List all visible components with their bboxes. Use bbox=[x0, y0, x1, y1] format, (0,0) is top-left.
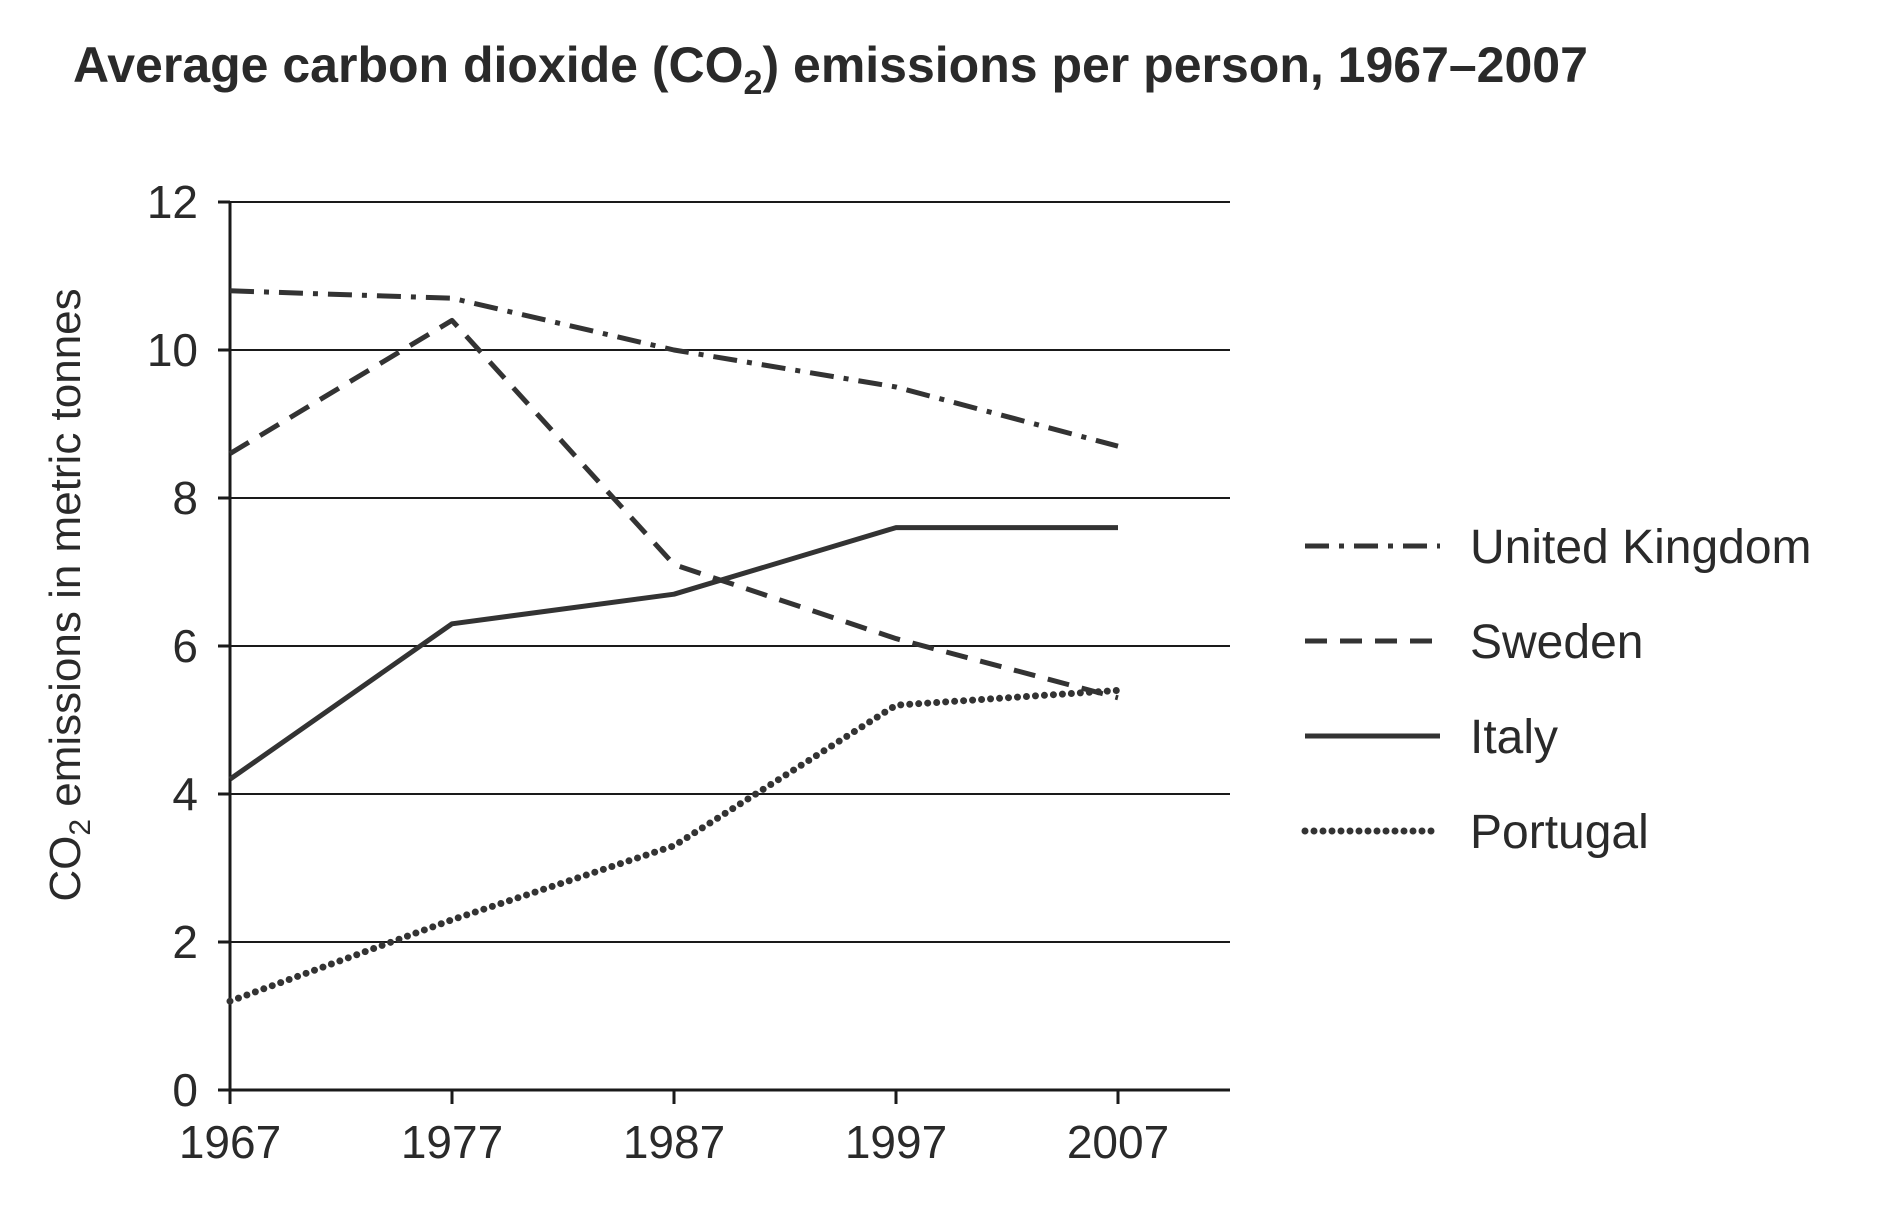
y-tick-label: 10 bbox=[147, 324, 198, 376]
y-tick-label: 2 bbox=[172, 916, 198, 968]
y-axis-label: CO2 emissions in metric tonnes bbox=[41, 288, 97, 901]
series-line-sweden bbox=[228, 317, 1119, 701]
y-tick-label: 0 bbox=[172, 1064, 198, 1116]
grid bbox=[230, 201, 1230, 943]
x-tick-label: 1977 bbox=[401, 1116, 503, 1168]
x-tick-label: 1967 bbox=[179, 1116, 281, 1168]
legend-label-sweden: Sweden bbox=[1470, 616, 1643, 669]
legend-label-italy: Italy bbox=[1470, 711, 1558, 764]
series-line-portugal bbox=[226, 686, 1122, 1005]
y-tick-label: 12 bbox=[147, 176, 198, 228]
y-tick-label: 6 bbox=[172, 620, 198, 672]
x-tick-label: 1997 bbox=[845, 1116, 947, 1168]
series-line-united-kingdom bbox=[229, 288, 1119, 449]
y-tick-label: 4 bbox=[172, 768, 198, 820]
legend-label-united-kingdom: United Kingdom bbox=[1470, 521, 1812, 574]
chart-title: Average carbon dioxide (CO2) emissions p… bbox=[73, 37, 1588, 102]
x-ticks: 1967 1977 1987 1997 2007 bbox=[179, 1090, 1169, 1168]
x-tick-label: 1987 bbox=[623, 1116, 725, 1168]
legend-label-portugal: Portugal bbox=[1470, 806, 1649, 859]
series-line-italy bbox=[228, 525, 1118, 782]
legend: United Kingdom Sweden Italy Portugal bbox=[1301, 521, 1812, 859]
series bbox=[226, 288, 1122, 1005]
x-tick-label: 2007 bbox=[1067, 1116, 1169, 1168]
y-tick-label: 8 bbox=[172, 472, 198, 524]
y-ticks: 0 2 4 6 8 10 12 bbox=[147, 176, 230, 1116]
